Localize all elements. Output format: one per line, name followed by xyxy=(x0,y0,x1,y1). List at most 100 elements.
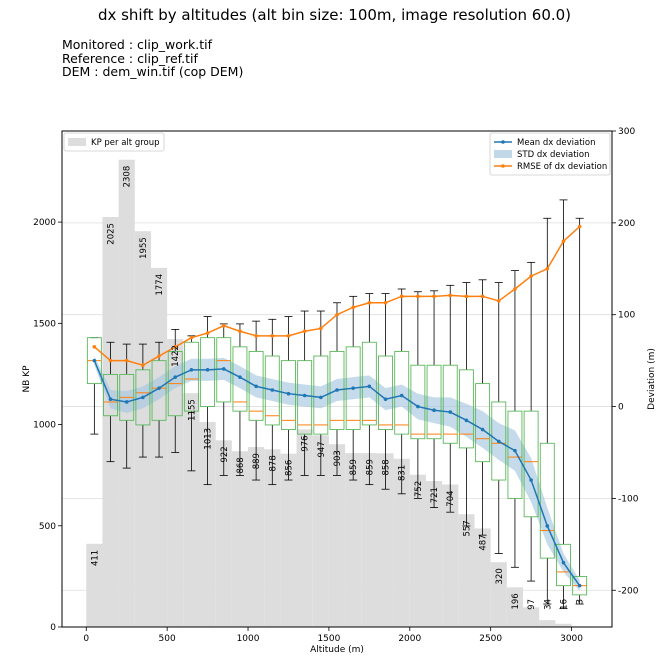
left-tick-label: 1500 xyxy=(33,319,56,329)
mean-point xyxy=(399,393,404,398)
hist-bar xyxy=(425,481,443,627)
info-line-reference: Reference : clip_ref.tif xyxy=(62,50,198,66)
right-tick-label: 300 xyxy=(618,127,635,137)
box xyxy=(329,350,345,430)
right-tick-label: 200 xyxy=(618,219,635,229)
kp-count-label: 856 xyxy=(284,460,294,476)
box xyxy=(394,350,410,435)
rmse-point xyxy=(416,294,420,299)
mean-point xyxy=(238,375,242,379)
kp-count-label: 859 xyxy=(349,459,359,475)
hist-bar xyxy=(474,528,491,627)
hist-bar xyxy=(393,458,410,627)
rmse-point xyxy=(319,326,323,331)
kp-count-label: 3 xyxy=(576,599,586,604)
box xyxy=(232,346,248,412)
box xyxy=(345,346,361,430)
box xyxy=(200,337,216,408)
hist-bar xyxy=(280,453,297,627)
boxplot xyxy=(135,343,151,458)
kp-count-label: 903 xyxy=(333,450,343,466)
kp-count-label: 1422 xyxy=(171,345,181,367)
hist-bar xyxy=(215,440,232,627)
right-tick-label: -200 xyxy=(618,586,639,596)
hist-bar xyxy=(231,451,249,627)
legend-left: KP per alt group xyxy=(63,132,165,152)
boxplot xyxy=(167,328,183,453)
rmse-point xyxy=(513,287,517,291)
right-tick-label: 0 xyxy=(618,403,624,413)
mean-point xyxy=(157,386,161,390)
mean-point xyxy=(335,388,339,392)
left-axis-label: NB KP xyxy=(22,365,32,393)
kp-count-label: 196 xyxy=(511,593,521,609)
boxplot xyxy=(507,270,523,568)
box xyxy=(475,383,491,463)
hist-bar xyxy=(523,607,540,627)
box xyxy=(183,341,199,412)
mean-line xyxy=(92,358,582,588)
rmse-point xyxy=(448,293,453,298)
box xyxy=(491,401,507,481)
left-tick-label: 2000 xyxy=(33,218,56,228)
x-tick-label: 2000 xyxy=(398,634,421,644)
rmse-point xyxy=(529,274,533,278)
kp-count-label: 859 xyxy=(365,459,375,475)
kp-count-label: 947 xyxy=(317,441,327,457)
mean-point xyxy=(108,397,113,402)
mean-point xyxy=(432,408,436,413)
mean-point xyxy=(513,448,517,453)
kp-count-label: 557 xyxy=(462,520,472,536)
mean-point xyxy=(189,368,194,372)
rmse-line xyxy=(92,224,582,368)
legend-std-swatch xyxy=(494,150,512,158)
rmse-point xyxy=(124,358,129,363)
legend-rmse-label: RMSE of dx deviation xyxy=(517,162,607,172)
hist-bar xyxy=(199,421,216,627)
x-tick-label: 3000 xyxy=(560,634,583,644)
boxplot xyxy=(297,310,313,476)
x-tick-label: 1500 xyxy=(317,634,340,644)
rmse-point xyxy=(577,224,582,229)
box xyxy=(458,369,474,449)
box xyxy=(151,360,167,421)
hist-bar xyxy=(264,449,281,627)
x-tick-label: 500 xyxy=(159,634,176,644)
box xyxy=(426,364,442,440)
rmse-point xyxy=(383,300,388,305)
kp-count-label: 889 xyxy=(252,453,262,469)
box xyxy=(103,373,118,417)
boxplot xyxy=(232,323,248,476)
boxplot xyxy=(572,217,588,605)
std-band xyxy=(94,356,580,592)
hist-bar xyxy=(409,474,426,627)
rmse-point xyxy=(173,345,178,349)
mean-point xyxy=(464,418,469,423)
hist-bar xyxy=(555,623,572,627)
kp-count-label: 922 xyxy=(220,446,230,462)
mean-point xyxy=(92,358,97,363)
boxplot xyxy=(345,295,361,481)
kp-count-label: 976 xyxy=(301,435,311,451)
boxplot xyxy=(119,343,135,469)
legend-left-frame xyxy=(63,132,165,152)
boxplot xyxy=(394,288,410,495)
mean-point xyxy=(545,524,550,528)
kp-count-label: 34 xyxy=(543,599,553,610)
kp-bar-labels: 411 2025 2308 1955 1774 1422 1155 1013 922 868 889… xyxy=(90,166,585,610)
legend-std-label: STD dx deviation xyxy=(517,150,589,160)
right-tick-label: 100 xyxy=(618,311,635,321)
box xyxy=(313,355,329,435)
rmse-point xyxy=(205,331,210,335)
hist-bar xyxy=(442,484,459,627)
boxplot xyxy=(523,261,539,582)
mean-point xyxy=(383,397,388,402)
rmse-point xyxy=(92,345,97,349)
rmse-point xyxy=(189,335,194,340)
mean-point xyxy=(561,560,566,565)
kp-count-label: 320 xyxy=(495,568,505,584)
box xyxy=(442,364,458,444)
boxplot xyxy=(183,335,199,472)
hist-bar xyxy=(345,453,362,627)
left-tick-label: 1000 xyxy=(33,421,56,431)
